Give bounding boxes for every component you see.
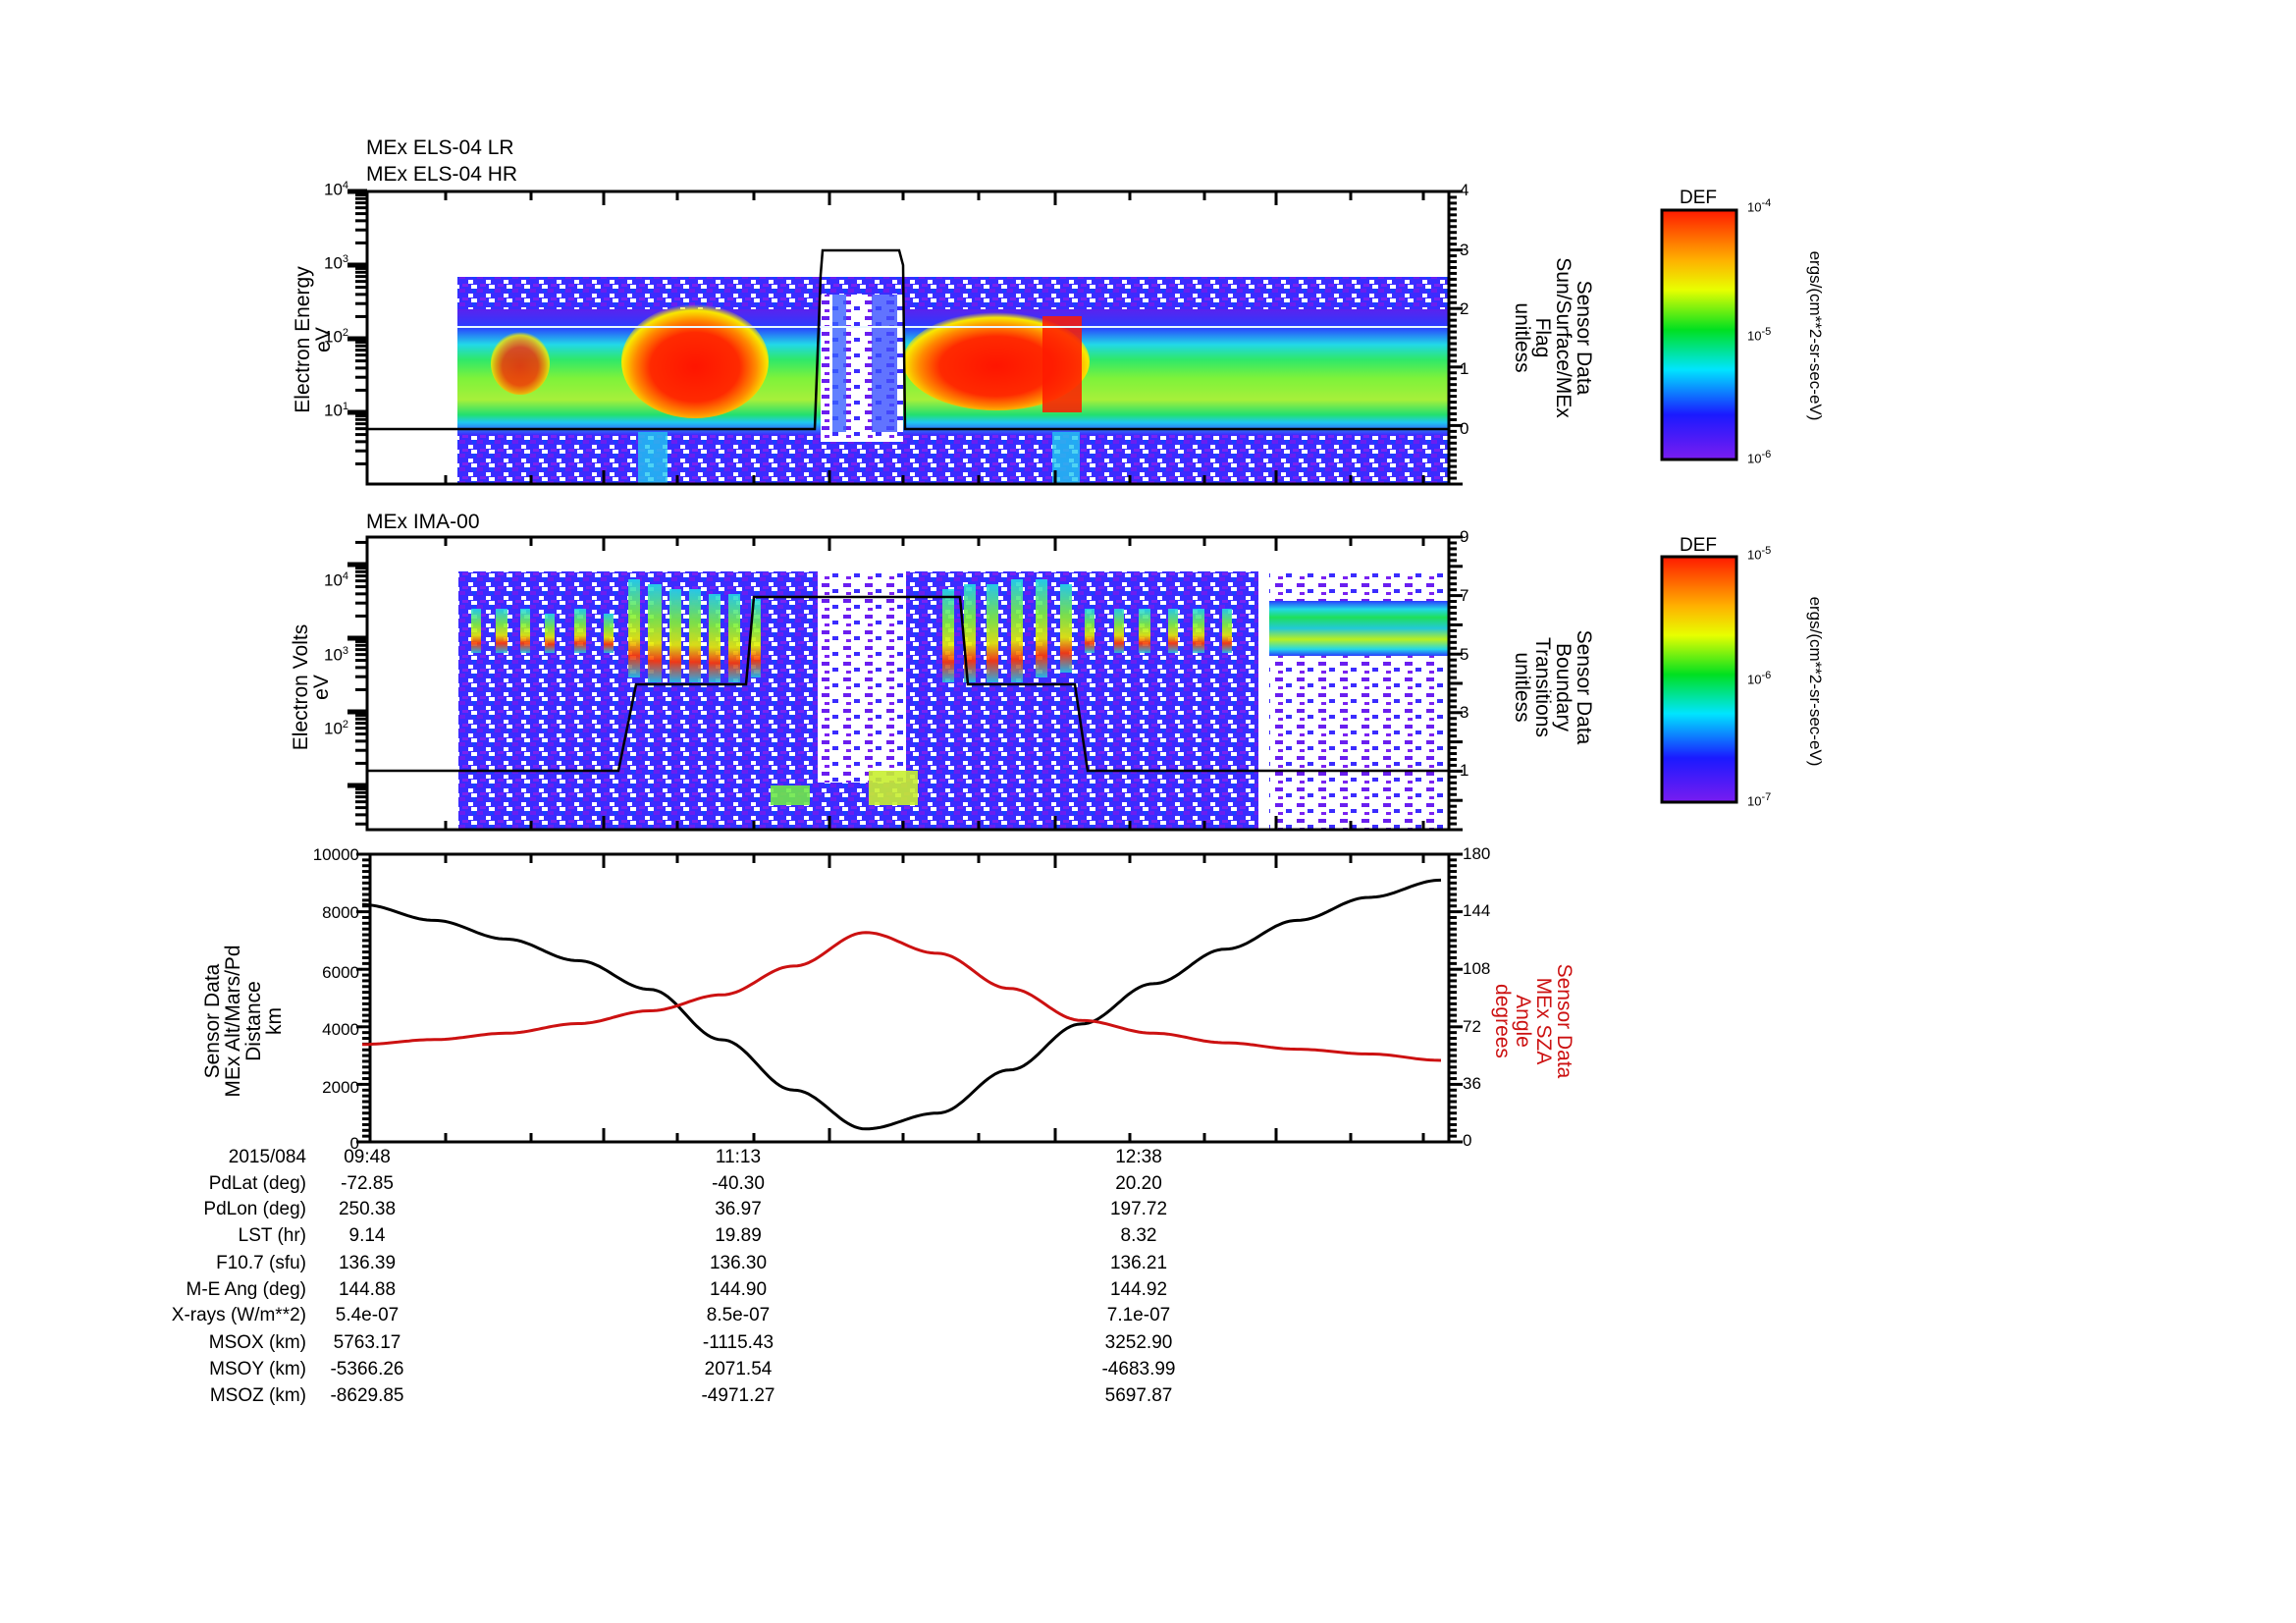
- panel1-y2tick: 2: [1460, 299, 1469, 318]
- panel1-title-hr: MEx ELS-04 HR: [366, 163, 518, 186]
- ephem-row-label: MSOZ (km): [209, 1385, 306, 1406]
- panel1-y2tick: 0: [1460, 419, 1469, 438]
- ephem-cell: 144.90: [709, 1279, 768, 1300]
- ephem-cell: 9.14: [348, 1225, 386, 1246]
- panel2-boundary-line: [367, 595, 1449, 773]
- colorbar1-units: ergs/(cm**2-sr-sec-eV): [1806, 250, 1825, 421]
- ephem-cell: 144.92: [1109, 1279, 1168, 1300]
- panel2-y2label: Sensor Data Boundary Transitions unitles…: [1511, 629, 1595, 745]
- ephem-cell: 19.89: [715, 1225, 762, 1246]
- ephem-cell: -4683.99: [1101, 1359, 1176, 1380]
- ephem-time: 12:38: [1115, 1147, 1162, 1167]
- ephem-cell: 36.97: [715, 1199, 762, 1219]
- ephem-cell: 5763.17: [333, 1332, 401, 1353]
- ephem-cell: -40.30: [712, 1173, 765, 1194]
- panel1-flag-line: [367, 248, 1449, 431]
- colorbar2-title: DEF: [1680, 535, 1717, 556]
- panel3-curves: [361, 878, 1442, 1131]
- ephem-cell: 5697.87: [1104, 1385, 1173, 1406]
- ephem-row-label: MSOY (km): [209, 1359, 306, 1380]
- ephem-cell: 7.1e-07: [1106, 1305, 1171, 1325]
- panel3-ylabel: Sensor Data MEx Alt/Mars/Pd Distance km: [201, 945, 286, 1098]
- ephem-row-label: PdLon (deg): [203, 1199, 306, 1219]
- panel1-y2label: Sensor Data Sun/Surface/MEx Flag unitles…: [1511, 257, 1595, 418]
- ephem-row-label: M-E Ang (deg): [186, 1279, 307, 1300]
- panel1-plot: [365, 189, 1451, 486]
- panel2-ylabel: Electron Volts eV: [290, 623, 333, 751]
- ephem-cell: 5.4e-07: [335, 1305, 400, 1325]
- ephem-cell: 136.30: [709, 1253, 768, 1273]
- panel1-ylabel: Electron Energy eV: [292, 266, 335, 413]
- ephem-time: 09:48: [344, 1147, 391, 1167]
- ephem-time: 11:13: [715, 1147, 762, 1167]
- ephem-row-label: LST (hr): [238, 1225, 306, 1246]
- ephem-cell: 136.39: [338, 1253, 397, 1273]
- colorbar-2: [1660, 555, 1738, 804]
- ephem-cell: 197.72: [1109, 1199, 1168, 1219]
- panel3-y2label: Sensor Data MEx SZA Angle degrees: [1491, 963, 1575, 1079]
- ephem-row-label: X-rays (W/m**2): [171, 1305, 306, 1325]
- ephem-cell: 250.38: [338, 1199, 397, 1219]
- ephem-cell: 2071.54: [704, 1359, 773, 1380]
- panel2-plot: [365, 535, 1451, 832]
- colorbar-1: [1660, 208, 1738, 461]
- panel1-y2tick: 3: [1460, 241, 1469, 259]
- panel1-ytick-1e4: 104: [324, 180, 349, 199]
- panel1-ytick-1e3: 103: [324, 253, 349, 273]
- ephem-cell: 20.20: [1115, 1173, 1162, 1194]
- ephem-cell: -72.85: [341, 1173, 394, 1194]
- ephem-cell: -1115.43: [702, 1332, 774, 1353]
- ephem-cell: 8.32: [1120, 1225, 1157, 1246]
- ephem-row-label: F10.7 (sfu): [216, 1253, 306, 1273]
- ephem-cell: 8.5e-07: [706, 1305, 771, 1325]
- panel1-y2tick: 1: [1460, 359, 1469, 378]
- panel1-y2tick: 4: [1460, 181, 1469, 199]
- ephem-cell: -5366.26: [330, 1359, 404, 1380]
- panel1-title-lr: MEx ELS-04 LR: [366, 136, 514, 159]
- ephem-date: 2015/084: [228, 1147, 306, 1167]
- ephem-row-label: PdLat (deg): [208, 1173, 306, 1194]
- ephem-cell: 3252.90: [1104, 1332, 1173, 1353]
- ephem-cell: -8629.85: [330, 1385, 404, 1406]
- ephem-cell: 144.88: [338, 1279, 397, 1300]
- ephem-cell: -4971.27: [701, 1385, 775, 1406]
- panel2-title: MEx IMA-00: [366, 511, 480, 533]
- colorbar1-title: DEF: [1680, 188, 1717, 208]
- ephem-cell: 136.21: [1109, 1253, 1168, 1273]
- colorbar2-units: ergs/(cm**2-sr-sec-eV): [1806, 596, 1825, 767]
- ephem-row-label: MSOX (km): [208, 1332, 306, 1353]
- panel3-plot: [368, 852, 1451, 1144]
- panel1-ytick-1e2: 102: [324, 327, 349, 347]
- panel1-ytick-1e1: 101: [324, 401, 349, 420]
